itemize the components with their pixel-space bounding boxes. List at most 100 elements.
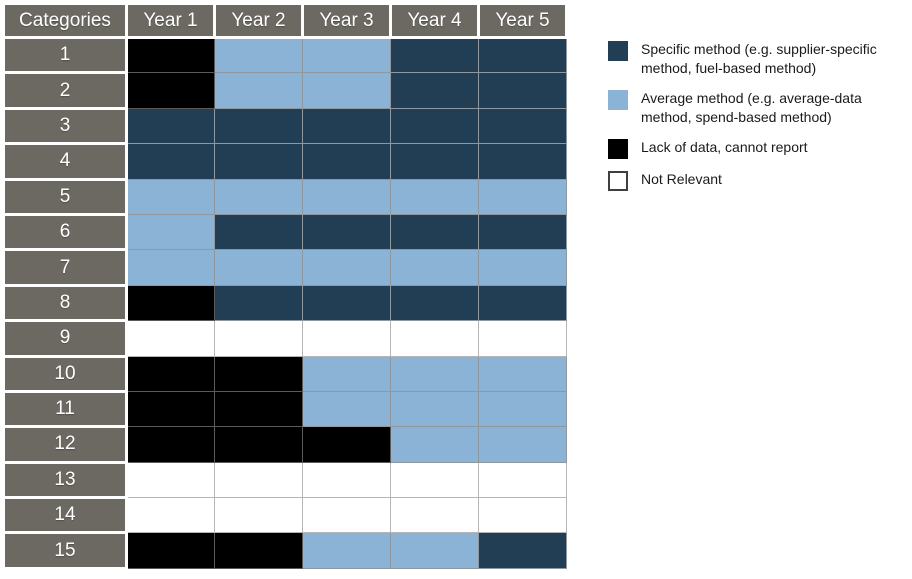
category-cell: 8 <box>2 283 128 323</box>
grid-cell-average <box>126 178 215 215</box>
category-cell: 6 <box>2 212 128 252</box>
grid-cell-not_relevant <box>478 497 567 534</box>
category-cell: 2 <box>2 71 128 110</box>
category-cell: 3 <box>2 106 128 146</box>
grid-cell-average <box>126 249 215 286</box>
table-row: 10 <box>2 354 567 393</box>
legend-swatch-lack-icon <box>608 139 628 159</box>
legend-label: Lack of data, cannot report <box>641 139 808 155</box>
grid-cell-not_relevant <box>302 461 391 499</box>
grid-cell-average <box>390 249 479 286</box>
grid-cell-specific <box>478 284 567 322</box>
table-row: 2 <box>2 71 567 110</box>
grid-cell-average <box>478 426 567 463</box>
grid-cell-not_relevant <box>302 497 391 534</box>
grid-cell-specific <box>214 284 303 322</box>
category-cell: 7 <box>2 248 128 287</box>
grid-cell-not_relevant <box>126 461 215 499</box>
grid-cell-specific <box>390 143 479 180</box>
grid-cell-not_relevant <box>214 461 303 499</box>
table-row: 5 <box>2 177 567 216</box>
grid-cell-average <box>302 178 391 215</box>
header-cell-categories: Categories <box>2 2 128 39</box>
legend-swatch-not_relevant-icon <box>608 171 628 191</box>
grid-cell-lack <box>214 390 303 428</box>
table-row: 6 <box>2 212 567 252</box>
grid-cell-not_relevant <box>126 320 215 357</box>
table-row: 13 <box>2 460 567 500</box>
header-cell-year-4: Year 4 <box>389 2 480 39</box>
table-row: 7 <box>2 248 567 287</box>
legend-swatch-specific-icon <box>608 41 628 61</box>
table-row: 11 <box>2 389 567 429</box>
grid-cell-lack <box>302 426 391 463</box>
grid-cell-specific <box>302 213 391 251</box>
method-heatmap-table: Categories Year 1 Year 2 Year 3 Year 4 Year 5… <box>2 2 568 570</box>
table-row: 3 <box>2 106 567 146</box>
category-cell: 1 <box>2 35 128 75</box>
grid-cell-average <box>478 178 567 215</box>
grid-cell-specific <box>302 284 391 322</box>
grid-cell-average <box>302 390 391 428</box>
grid-cell-specific <box>390 284 479 322</box>
table-header: Categories Year 1 Year 2 Year 3 Year 4 Year 5 <box>2 2 568 39</box>
table-row: 4 <box>2 142 567 181</box>
grid-cell-specific <box>478 532 567 569</box>
header-cell-year-2: Year 2 <box>213 2 304 39</box>
grid-cell-not_relevant <box>478 461 567 499</box>
legend-item-lack: Lack of data, cannot report <box>608 138 908 159</box>
grid-cell-specific <box>214 107 303 145</box>
category-cell: 9 <box>2 319 128 358</box>
legend-label: Specific method (e.g. supplier-specific … <box>641 41 877 76</box>
table-row: 8 <box>2 283 567 323</box>
table-row: 12 <box>2 425 567 464</box>
grid-cell-average <box>390 532 479 569</box>
legend-item-average: Average method (e.g. average-data method… <box>608 89 908 127</box>
grid-cell-average <box>390 355 479 392</box>
header-cell-year-5: Year 5 <box>477 2 568 39</box>
table-body: 1 2 3 4 5 6 7 8 9 10 11 12 13 14 15 <box>2 35 567 570</box>
grid-cell-average <box>390 178 479 215</box>
grid-cell-lack <box>126 426 215 463</box>
legend-swatch-average-icon <box>608 90 628 110</box>
category-cell: 11 <box>2 389 128 429</box>
grid-cell-specific <box>478 107 567 145</box>
grid-cell-average <box>214 249 303 286</box>
grid-cell-lack <box>214 532 303 569</box>
header-cell-year-3: Year 3 <box>301 2 392 39</box>
legend-item-not_relevant: Not Relevant <box>608 170 908 191</box>
grid-cell-average <box>478 249 567 286</box>
grid-cell-lack <box>214 426 303 463</box>
grid-cell-specific <box>390 213 479 251</box>
grid-cell-not_relevant <box>214 497 303 534</box>
grid-cell-lack <box>126 36 215 74</box>
grid-cell-lack <box>126 390 215 428</box>
grid-cell-specific <box>478 143 567 180</box>
table-row: 1 <box>2 35 567 75</box>
category-cell: 5 <box>2 177 128 216</box>
grid-cell-specific <box>390 107 479 145</box>
grid-cell-specific <box>478 72 567 109</box>
grid-cell-not_relevant <box>126 497 215 534</box>
grid-cell-specific <box>126 143 215 180</box>
grid-cell-specific <box>390 36 479 74</box>
grid-cell-specific <box>302 107 391 145</box>
legend-label: Average method (e.g. average-data method… <box>641 90 862 125</box>
grid-cell-specific <box>214 143 303 180</box>
grid-cell-average <box>302 72 391 109</box>
legend: Specific method (e.g. supplier-specific … <box>608 40 908 202</box>
category-cell: 12 <box>2 425 128 464</box>
grid-cell-average <box>214 178 303 215</box>
grid-cell-lack <box>126 355 215 392</box>
grid-cell-average <box>302 355 391 392</box>
grid-cell-not_relevant <box>390 320 479 357</box>
grid-cell-average <box>478 390 567 428</box>
table-row: 15 <box>2 531 567 570</box>
grid-cell-average <box>390 390 479 428</box>
grid-cell-not_relevant <box>478 320 567 357</box>
grid-cell-not_relevant <box>302 320 391 357</box>
grid-cell-specific <box>478 213 567 251</box>
table-row: 9 <box>2 319 567 358</box>
category-cell: 10 <box>2 354 128 393</box>
